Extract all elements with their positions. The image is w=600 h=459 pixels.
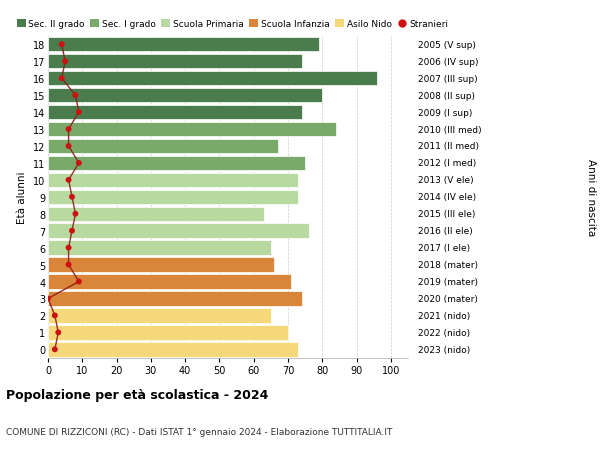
- Point: [57, 41, 67, 49]
- Point: [57, 75, 67, 83]
- Text: 2021 (nido): 2021 (nido): [418, 311, 470, 320]
- Point: [61, 58, 70, 66]
- Bar: [48, 173, 298, 188]
- Bar: [48, 72, 377, 86]
- Legend: Sec. II grado, Sec. I grado, Scuola Primaria, Scuola Infanzia, Asilo Nido, Stran: Sec. II grado, Sec. I grado, Scuola Prim…: [17, 20, 448, 29]
- Bar: [48, 291, 302, 306]
- Text: 2008 (II sup): 2008 (II sup): [418, 91, 475, 101]
- Point: [67, 194, 77, 201]
- Text: 2020 (mater): 2020 (mater): [418, 294, 478, 303]
- Text: 2011 (II med): 2011 (II med): [418, 142, 479, 151]
- Point: [67, 228, 77, 235]
- Point: [64, 177, 73, 184]
- Bar: [48, 190, 298, 205]
- Point: [74, 278, 83, 285]
- Bar: [48, 241, 271, 255]
- Bar: [48, 207, 264, 222]
- Point: [64, 261, 73, 269]
- Point: [71, 92, 80, 100]
- Point: [64, 245, 73, 252]
- Bar: [48, 275, 292, 289]
- Bar: [48, 342, 298, 357]
- Text: Popolazione per età scolastica - 2024: Popolazione per età scolastica - 2024: [6, 388, 268, 401]
- Text: COMUNE DI RIZZICONI (RC) - Dati ISTAT 1° gennaio 2024 - Elaborazione TUTTITALIA.: COMUNE DI RIZZICONI (RC) - Dati ISTAT 1°…: [6, 427, 392, 436]
- Y-axis label: Età alunni: Età alunni: [17, 171, 27, 224]
- Point: [71, 211, 80, 218]
- Point: [74, 160, 83, 167]
- Bar: [48, 224, 308, 238]
- Point: [50, 312, 59, 319]
- Bar: [48, 38, 319, 52]
- Text: 2019 (mater): 2019 (mater): [418, 277, 478, 286]
- Text: 2012 (I med): 2012 (I med): [418, 159, 476, 168]
- Text: 2013 (V ele): 2013 (V ele): [418, 176, 473, 185]
- Point: [64, 126, 73, 134]
- Bar: [48, 140, 278, 154]
- Text: 2015 (III ele): 2015 (III ele): [418, 210, 475, 219]
- Text: 2016 (II ele): 2016 (II ele): [418, 227, 472, 235]
- Text: 2017 (I ele): 2017 (I ele): [418, 244, 470, 252]
- Text: 2014 (IV ele): 2014 (IV ele): [418, 193, 476, 202]
- Text: 2022 (nido): 2022 (nido): [418, 328, 470, 337]
- Point: [43, 295, 53, 302]
- Text: 2005 (V sup): 2005 (V sup): [418, 41, 475, 50]
- Point: [74, 109, 83, 117]
- Text: 2010 (III med): 2010 (III med): [418, 125, 481, 134]
- Bar: [48, 157, 305, 171]
- Point: [64, 143, 73, 150]
- Bar: [48, 55, 302, 69]
- Bar: [48, 106, 302, 120]
- Bar: [48, 123, 336, 137]
- Bar: [48, 325, 288, 340]
- Text: 2009 (I sup): 2009 (I sup): [418, 108, 472, 118]
- Point: [53, 329, 63, 336]
- Text: 2007 (III sup): 2007 (III sup): [418, 74, 477, 84]
- Text: Anni di nascita: Anni di nascita: [586, 159, 596, 236]
- Bar: [48, 258, 274, 272]
- Bar: [48, 89, 322, 103]
- Text: 2006 (IV sup): 2006 (IV sup): [418, 57, 478, 67]
- Point: [50, 346, 59, 353]
- Text: 2018 (mater): 2018 (mater): [418, 261, 478, 269]
- Bar: [48, 308, 271, 323]
- Text: 2023 (nido): 2023 (nido): [418, 345, 470, 354]
